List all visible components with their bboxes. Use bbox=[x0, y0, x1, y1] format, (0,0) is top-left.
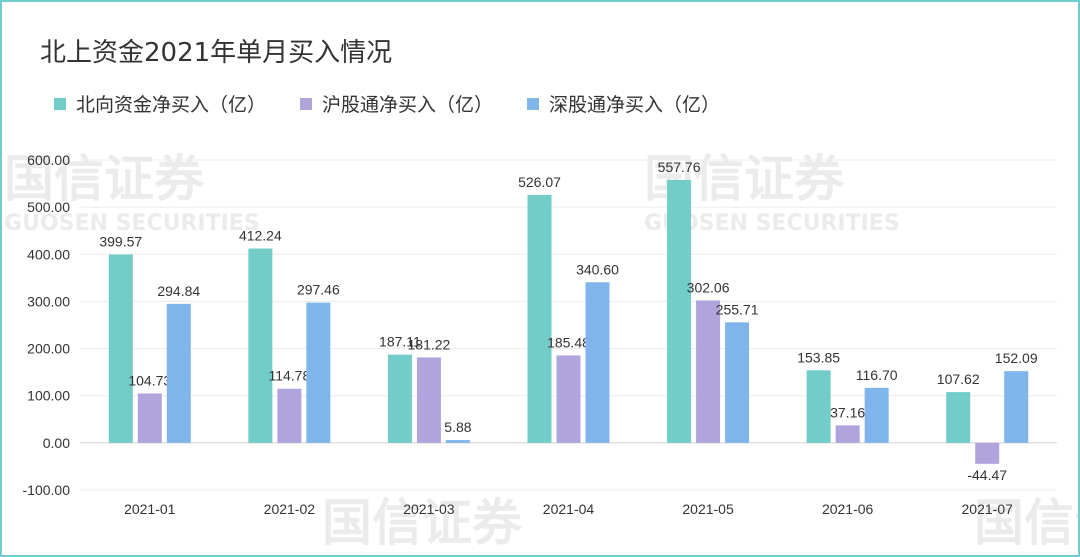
bar-1 bbox=[946, 392, 971, 443]
data-label: 302.06 bbox=[687, 279, 730, 295]
bar-3 bbox=[1004, 371, 1029, 443]
y-tick-label: 100.00 bbox=[27, 388, 70, 404]
bar-2 bbox=[696, 300, 721, 443]
y-tick-label: 500.00 bbox=[27, 199, 70, 215]
y-tick-label: 600.00 bbox=[27, 152, 70, 168]
legend-label: 北向资金净买入（亿） bbox=[76, 94, 267, 116]
data-label: 114.78 bbox=[268, 368, 310, 384]
bar-2 bbox=[556, 355, 581, 443]
data-label: 187.11 bbox=[379, 334, 421, 350]
data-label: 399.57 bbox=[99, 233, 142, 249]
bar-1 bbox=[387, 354, 412, 443]
data-label: 153.85 bbox=[797, 349, 840, 365]
bar-3 bbox=[585, 282, 610, 443]
data-label: 181.22 bbox=[408, 336, 451, 352]
data-label: 107.62 bbox=[937, 371, 980, 387]
bar-2 bbox=[416, 357, 441, 443]
data-label: 185.48 bbox=[547, 334, 590, 350]
watermark-text: 国信证券 bbox=[322, 494, 523, 552]
watermark-text: 国信证券 bbox=[974, 494, 1078, 552]
data-label: 526.07 bbox=[518, 174, 561, 190]
bar-2 bbox=[137, 393, 162, 443]
chart-title: 北上资金2021年单月买入情况 bbox=[40, 38, 393, 68]
legend-item-3: 深股通净买入（亿） bbox=[527, 90, 720, 117]
bar-3 bbox=[306, 302, 331, 443]
data-label: -44.47 bbox=[967, 467, 1007, 483]
legend-label: 沪股通净买入（亿） bbox=[322, 94, 494, 116]
legend-swatch bbox=[54, 97, 66, 110]
legend: 北向资金净买入（亿） 沪股通净买入（亿） 深股通净买入（亿） bbox=[54, 90, 720, 117]
x-tick-label: 2021-05 bbox=[682, 501, 734, 517]
legend-swatch bbox=[527, 97, 540, 110]
data-label: 152.09 bbox=[995, 350, 1038, 366]
y-tick-label: 300.00 bbox=[27, 293, 70, 309]
data-label: 255.71 bbox=[716, 301, 759, 317]
x-tick-label: 2021-01 bbox=[124, 501, 176, 517]
x-tick-label: 2021-03 bbox=[403, 501, 455, 517]
bar-3 bbox=[864, 387, 889, 443]
bar-1 bbox=[248, 248, 273, 443]
y-tick-label: -100.00 bbox=[23, 482, 71, 498]
bar-2 bbox=[277, 388, 302, 443]
bar-2 bbox=[975, 442, 1000, 464]
bar-2 bbox=[835, 425, 860, 443]
data-label: 5.88 bbox=[444, 419, 471, 435]
data-label: 412.24 bbox=[239, 228, 282, 244]
bar-1 bbox=[527, 194, 552, 443]
legend-item-1: 北向资金净买入（亿） bbox=[54, 90, 266, 117]
bar-1 bbox=[108, 254, 133, 443]
bar-3 bbox=[725, 322, 750, 443]
x-tick-label: 2021-06 bbox=[822, 501, 874, 517]
data-label: 116.70 bbox=[856, 367, 898, 383]
data-label: 37.16 bbox=[830, 404, 865, 420]
data-label: 297.46 bbox=[297, 282, 340, 298]
data-label: 557.76 bbox=[658, 159, 701, 175]
x-tick-label: 2021-04 bbox=[543, 501, 595, 517]
legend-label: 深股通净买入（亿） bbox=[549, 94, 721, 116]
bar-1 bbox=[806, 370, 831, 443]
x-tick-label: 2021-07 bbox=[962, 501, 1014, 517]
bar-3 bbox=[445, 440, 470, 443]
y-tick-label: 0.00 bbox=[43, 435, 70, 451]
bar-3 bbox=[166, 303, 191, 443]
data-label: 294.84 bbox=[157, 283, 200, 299]
watermark-text: GUOSEN SECURITIES bbox=[4, 211, 260, 236]
legend-swatch bbox=[300, 97, 313, 110]
y-tick-label: 200.00 bbox=[27, 341, 70, 357]
data-label: 340.60 bbox=[576, 261, 619, 277]
legend-item-2: 沪股通净买入（亿） bbox=[300, 90, 493, 117]
bar-1 bbox=[667, 179, 692, 443]
y-tick-label: 400.00 bbox=[27, 246, 70, 262]
data-label: 104.73 bbox=[128, 372, 171, 388]
x-tick-label: 2021-02 bbox=[264, 501, 316, 517]
